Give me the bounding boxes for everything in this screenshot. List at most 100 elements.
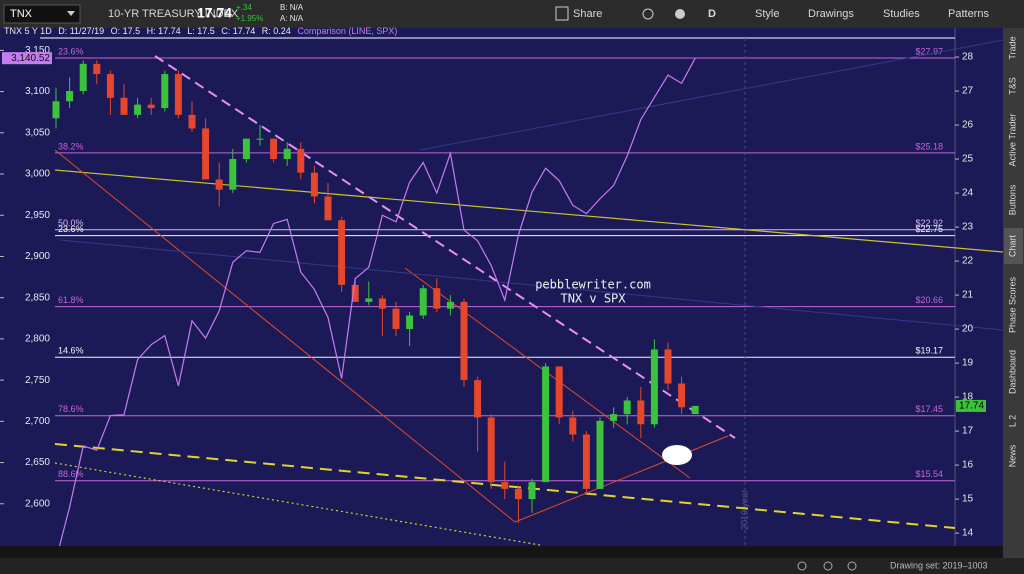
sidebar <box>1003 28 1024 558</box>
candle-body <box>270 138 278 160</box>
zoom-icon[interactable] <box>847 561 857 571</box>
candle-body <box>106 74 114 98</box>
sidebar-tab[interactable]: Chart <box>1007 235 1017 258</box>
candle-body <box>501 482 509 489</box>
y-tick-label: 3,050 <box>25 127 50 138</box>
y2-tick-label: 26 <box>962 120 974 131</box>
zoom-icon[interactable] <box>823 561 833 571</box>
trend-line <box>59 239 1004 331</box>
toolbar <box>0 0 1024 28</box>
sidebar-tab[interactable]: Dashboard <box>1007 350 1017 394</box>
style-button[interactable]: Style <box>755 8 779 20</box>
fib-pct: 23.6% <box>58 224 84 234</box>
fib-price: $25.18 <box>915 141 943 151</box>
header-item: O: 17.5 <box>111 26 141 36</box>
bid: B: N/A <box>280 3 304 12</box>
fib-pct: 23.6% <box>58 46 84 56</box>
share-button[interactable]: Share <box>573 8 602 20</box>
y2-tick-label: 17 <box>962 426 974 437</box>
last-price-label: 3,140.52 <box>11 53 50 64</box>
symbol-box[interactable] <box>3 4 81 24</box>
drawings: pebblewriter.com TNX v SPX 2019 year <box>54 38 1004 546</box>
y-tick-label: 3,100 <box>25 86 50 97</box>
candle-body <box>351 284 359 302</box>
candle-body <box>324 196 332 221</box>
fib-pct: 61.8% <box>58 295 84 305</box>
last-price-label: 17.74 <box>959 401 984 412</box>
studies-button[interactable]: Studies <box>883 8 920 20</box>
candle-body <box>338 220 346 285</box>
x-axis-strip <box>0 546 1003 558</box>
spx-line <box>55 57 696 560</box>
y2-tick-label: 25 <box>962 154 974 165</box>
sidebar-tab[interactable]: Trade <box>1007 36 1017 59</box>
flask-icon[interactable] <box>642 8 654 20</box>
patterns-button[interactable]: Patterns <box>948 8 989 20</box>
settings-icon[interactable] <box>675 9 685 19</box>
candle-body <box>664 349 672 384</box>
description: 10-YR TREASURY INDEX <box>108 8 239 20</box>
sidebar-tab[interactable]: Active Trader <box>1007 113 1017 166</box>
candle-body <box>419 288 427 316</box>
candle-body <box>637 400 645 425</box>
sidebar-tab[interactable]: News <box>1007 444 1017 467</box>
candle-body <box>650 349 658 425</box>
y2-tick-label: 19 <box>962 358 974 369</box>
drawing-set[interactable]: Drawing set: 2019–1003 <box>890 560 988 570</box>
fib-price: $19.17 <box>915 346 943 356</box>
candle-body <box>528 482 536 500</box>
header-item: Comparison (LINE, SPX) <box>297 26 397 36</box>
drawings-button[interactable]: Drawings <box>808 8 854 20</box>
header-item: D: 11/27/19 <box>58 26 104 36</box>
y2-tick-label: 16 <box>962 460 974 471</box>
candle-body <box>406 315 414 330</box>
candle-body <box>678 383 686 408</box>
annotation: TNX v SPX <box>560 292 626 306</box>
fib-price: $22.75 <box>915 224 943 234</box>
candle-body <box>283 148 291 160</box>
candle-body <box>378 298 386 309</box>
y-tick-label: 3,150 <box>25 45 50 56</box>
trend-line <box>54 169 1004 253</box>
candle-body <box>134 104 142 115</box>
candle-body <box>487 417 495 483</box>
y2-tick-label: 28 <box>962 52 974 63</box>
sidebar-tab[interactable]: Phase Scores <box>1007 276 1017 333</box>
header-item: L: 17.5 <box>187 26 215 36</box>
chart-header: TNX 5 Y 1D D: 11/27/19 O: 17.5 H: 17.74 … <box>4 26 397 36</box>
y-tick-label: 2,800 <box>25 334 50 345</box>
candle-body <box>297 148 305 173</box>
period-button[interactable]: D <box>708 8 716 20</box>
plot-area <box>0 28 1003 546</box>
y-tick-label: 2,900 <box>25 251 50 262</box>
candle-body <box>433 288 441 309</box>
y2-tick-label: 21 <box>962 290 974 301</box>
fib-price: $17.45 <box>915 404 943 414</box>
annotation: pebblewriter.com <box>535 278 651 292</box>
last-price: 17.74 <box>197 5 232 21</box>
fib-pct: 78.6% <box>58 404 84 414</box>
trend-line <box>154 55 736 439</box>
header-item: H: 17.74 <box>147 26 181 36</box>
candle-body <box>93 63 101 75</box>
candle-body <box>215 179 223 190</box>
candle-body <box>542 366 550 483</box>
fib-pct: 88.6% <box>58 469 84 479</box>
ask: A: N/A <box>280 14 304 23</box>
candle-body <box>79 63 87 92</box>
fib-price: $22.92 <box>915 218 943 228</box>
candle-body <box>596 420 604 489</box>
y2-tick-label: 22 <box>962 256 974 267</box>
last-price-box <box>2 52 52 65</box>
candle-body <box>161 74 169 109</box>
sidebar-tab[interactable]: T&S <box>1007 77 1017 95</box>
sidebar-tab[interactable]: L 2 <box>1007 415 1017 427</box>
footer <box>0 558 1024 574</box>
candle-body <box>202 128 210 180</box>
sidebar-tab[interactable]: Buttons <box>1007 184 1017 215</box>
zoom-icon[interactable] <box>797 561 807 571</box>
candle-body <box>66 91 74 102</box>
y2-tick-label: 20 <box>962 324 974 335</box>
